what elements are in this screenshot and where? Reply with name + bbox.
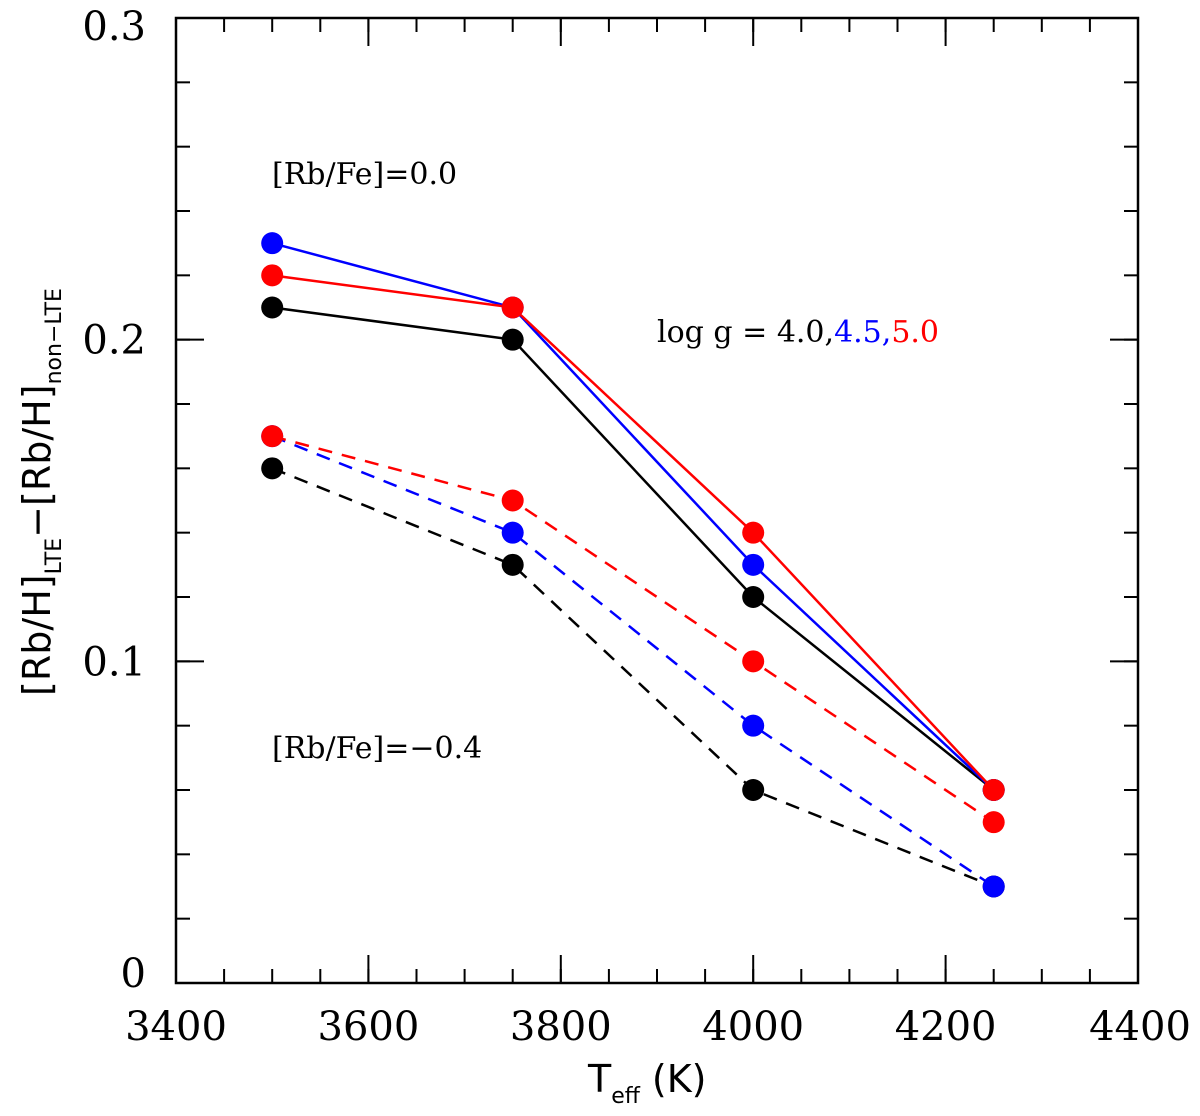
x-tick-label: 4200 (895, 1004, 997, 1050)
logg-value-3: 5.0 (891, 315, 939, 350)
x-tick-label: 4400 (1089, 1004, 1191, 1050)
series-line-4 (271, 435, 995, 888)
y-axis-title-part2: [Rb/H] (15, 384, 59, 506)
logg-prefix: log g = (657, 315, 777, 350)
y-tick-label: 0 (121, 951, 146, 997)
series-point-3-2 (742, 779, 765, 801)
x-axis-title: Teff (K) (587, 1057, 707, 1109)
series-point-0-1 (501, 328, 524, 351)
logg-value-2: 4.5, (834, 315, 891, 350)
x-tick-label: 3400 (125, 1004, 227, 1050)
x-tick-label: 3600 (318, 1004, 420, 1050)
series-point-3-0 (261, 457, 284, 480)
series-line-0 (272, 306, 995, 791)
series-line-2 (272, 274, 995, 791)
series-point-4-2 (742, 714, 765, 737)
x-axis-title-sub: eff (611, 1084, 641, 1109)
y-axis-title: [Rb/H]LTE−[Rb/H]non−LTE (15, 288, 67, 696)
series-point-4-1 (501, 521, 524, 544)
annotation-rbfe-low: [Rb/Fe]=−0.4 (272, 731, 482, 766)
x-axis-title-main: T (587, 1057, 612, 1101)
series-line-1 (271, 241, 995, 791)
y-axis-title-sub1: LTE (42, 538, 67, 575)
x-axis-title-unit: (K) (652, 1057, 707, 1101)
series-point-0-2 (742, 586, 765, 608)
annotation-rbfe-solar: [Rb/Fe]=0.0 (272, 157, 457, 192)
series-point-2-3 (982, 779, 1005, 801)
series-point-1-0 (261, 232, 284, 255)
series-point-5-0 (261, 425, 284, 448)
series-line-5 (271, 434, 995, 824)
y-axis-title-minus: − (15, 506, 59, 538)
x-tick-labels: 3400 3600 3800 4000 4200 4400 (125, 1004, 1191, 1050)
major-ticks (175, 17, 1139, 984)
series-point-4-3 (982, 875, 1005, 898)
series-point-5-2 (742, 650, 765, 673)
y-tick-label: 0.3 (82, 4, 146, 50)
y-axis-title-part1: [Rb/H] (15, 574, 59, 696)
y-tick-label: 0.1 (82, 639, 146, 685)
series-point-3-1 (501, 553, 524, 576)
series-point-0-0 (261, 296, 284, 319)
series-point-2-0 (261, 264, 284, 287)
series-point-5-1 (501, 489, 524, 512)
y-axis-title-sub2: non−LTE (42, 288, 67, 384)
series-line-3 (271, 467, 995, 888)
series-point-2-1 (501, 296, 524, 319)
logg-value-1: 4.0, (777, 315, 834, 350)
series-point-5-3 (982, 811, 1005, 834)
annotation-logg: log g = 4.0,4.5,5.0 (657, 315, 939, 350)
series-lines (271, 241, 995, 888)
y-tick-label: 0.2 (82, 318, 146, 364)
x-tick-label: 4000 (702, 1004, 804, 1050)
y-tick-labels: 0 0.1 0.2 0.3 (82, 4, 146, 997)
x-tick-label: 3800 (510, 1004, 612, 1050)
series-point-2-2 (742, 521, 765, 544)
series-points (261, 232, 1005, 898)
series-point-1-2 (742, 553, 765, 576)
